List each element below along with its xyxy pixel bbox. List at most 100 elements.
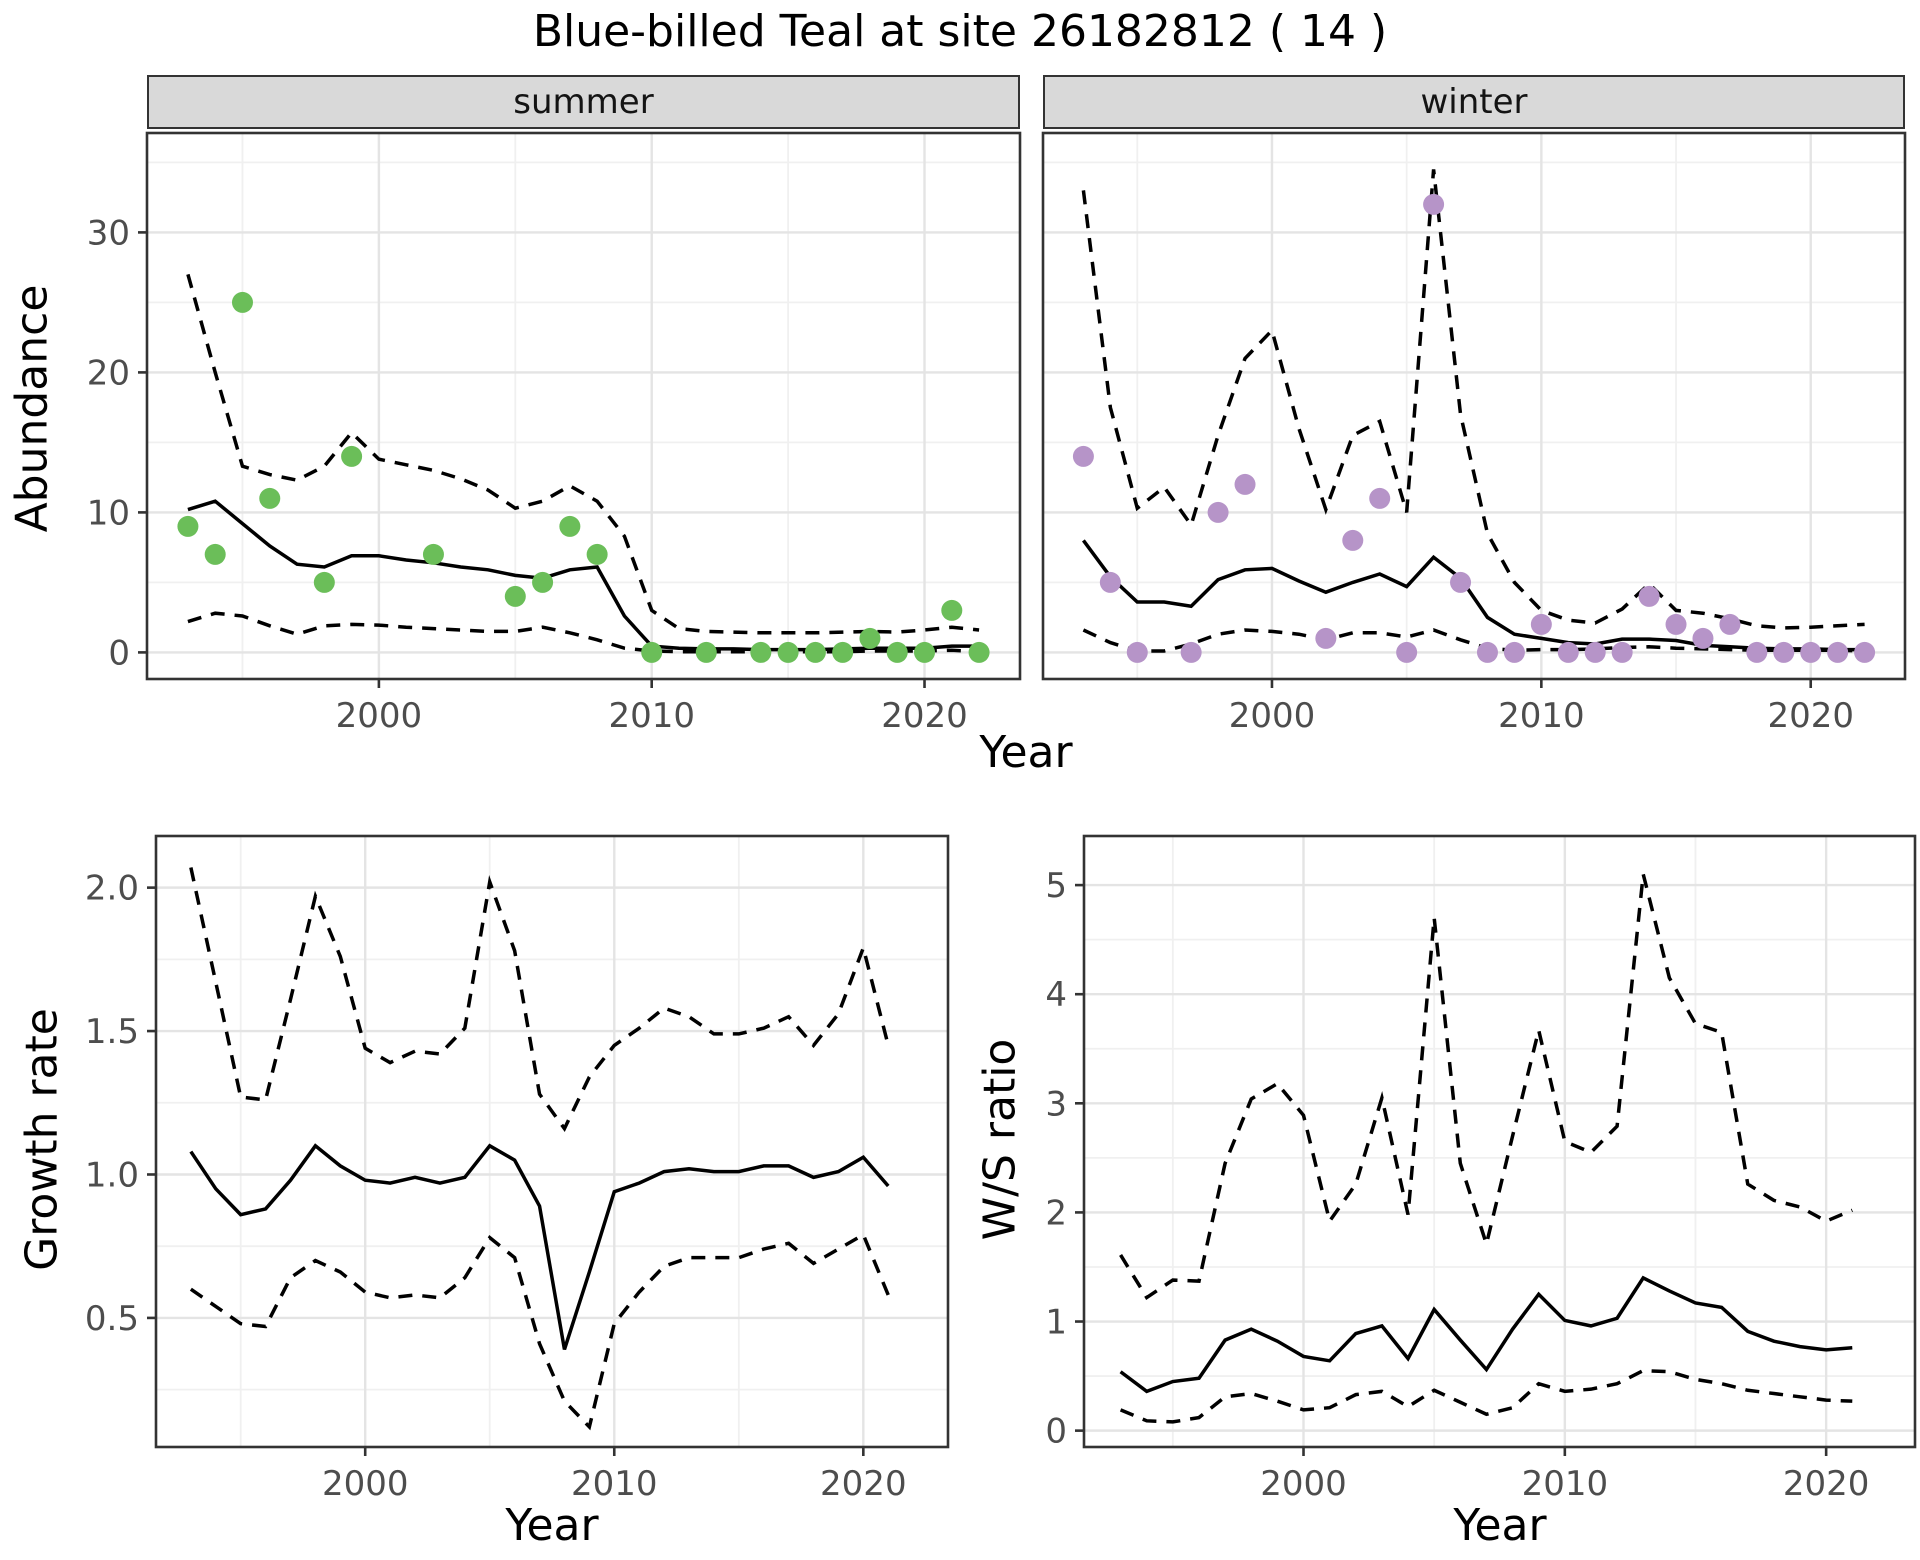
x-tick-label: 2000 (322, 1464, 409, 1504)
data-point (804, 641, 826, 663)
panel-border (1082, 834, 1917, 1449)
panel-background (147, 133, 1020, 679)
facet-strip-winter: winter (1043, 75, 1905, 129)
x-axis-title-year-growth: Year (505, 1500, 599, 1551)
panel-border (154, 834, 950, 1449)
y-tick-label: 20 (87, 353, 130, 393)
data-point (532, 571, 554, 593)
data-point (1450, 571, 1472, 593)
x-tick-label: 2020 (820, 1464, 907, 1504)
data-point (204, 543, 226, 565)
data-point (1584, 641, 1606, 663)
page-title: Blue-billed Teal at site 26182812 ( 14 ) (532, 6, 1388, 57)
data-point (886, 641, 908, 663)
data-point (231, 291, 253, 313)
x-tick-label: 2020 (1767, 696, 1854, 736)
x-tick-label: 2010 (608, 696, 695, 736)
ci-upper-line (1081, 169, 1865, 630)
x-tick-label: 2000 (1229, 696, 1316, 736)
data-point (1773, 641, 1795, 663)
data-point (941, 599, 963, 621)
y-tick-label: 1.5 (85, 1012, 139, 1052)
median-line (189, 1143, 890, 1351)
data-point (1530, 613, 1552, 635)
data-point (641, 641, 663, 663)
data-point (1692, 627, 1714, 649)
y-tick-label: 0 (1045, 1412, 1067, 1452)
y-axis-title-ws-ratio: W/S ratio (974, 1038, 1026, 1241)
data-point (1827, 641, 1849, 663)
data-point (859, 627, 881, 649)
x-axis-title-year-ws: Year (1453, 1500, 1547, 1551)
data-point (1503, 641, 1525, 663)
data-point (1800, 641, 1822, 663)
ci-lower-line (1119, 1368, 1853, 1424)
ci-upper-line (1119, 873, 1853, 1300)
data-point (1180, 641, 1202, 663)
median-line (1081, 539, 1865, 652)
data-point (177, 515, 199, 537)
median-line (1119, 1275, 1853, 1394)
data-point (259, 487, 281, 509)
data-point (341, 445, 363, 467)
x-axis-title-year-top: Year (979, 727, 1073, 778)
x-tick-label: 2010 (571, 1464, 658, 1504)
data-point (1207, 501, 1229, 523)
ci-upper-line (186, 273, 980, 635)
panel-border (145, 131, 1022, 681)
facet-strip-summer: summer (147, 75, 1020, 129)
data-point (914, 641, 936, 663)
data-point (1476, 641, 1498, 663)
data-point (422, 543, 444, 565)
data-point (1369, 487, 1391, 509)
data-point (1638, 585, 1660, 607)
data-point (1342, 529, 1364, 551)
data-point (586, 543, 608, 565)
x-tick-label: 2010 (1522, 1464, 1609, 1504)
data-point (1099, 571, 1121, 593)
panel-background (1043, 133, 1905, 679)
x-tick-label: 2010 (1498, 696, 1585, 736)
x-tick-label: 2020 (1783, 1464, 1870, 1504)
y-tick-label: 30 (87, 213, 130, 253)
y-tick-label: 5 (1045, 866, 1067, 906)
data-point (1611, 641, 1633, 663)
data-point (1854, 641, 1876, 663)
data-point (504, 585, 526, 607)
x-tick-label: 2020 (881, 696, 968, 736)
data-point (1557, 641, 1579, 663)
data-point (1396, 641, 1418, 663)
y-tick-label: 10 (87, 493, 130, 533)
data-point (1719, 613, 1741, 635)
data-point (1665, 613, 1687, 635)
facet-strip-summer-label: summer (513, 82, 654, 122)
data-point (1746, 641, 1768, 663)
data-point (968, 641, 990, 663)
panel-border (1041, 131, 1907, 681)
y-tick-label: 1 (1045, 1303, 1067, 1343)
data-point (777, 641, 799, 663)
data-point (1315, 627, 1337, 649)
x-tick-label: 2000 (336, 696, 423, 736)
y-tick-label: 0 (108, 633, 130, 673)
data-point (695, 641, 717, 663)
panel-background (1084, 836, 1915, 1447)
ci-upper-line (189, 867, 890, 1132)
data-point (559, 515, 581, 537)
x-tick-label: 2000 (1260, 1464, 1347, 1504)
data-point (313, 571, 335, 593)
data-point (1126, 641, 1148, 663)
y-tick-label: 4 (1045, 975, 1067, 1015)
data-point (750, 641, 772, 663)
y-axis-title-growth-rate: Growth rate (16, 1008, 68, 1271)
y-axis-title-abundance: Abundance (6, 284, 58, 533)
facet-strip-winter-label: winter (1420, 82, 1528, 122)
ci-lower-line (189, 1232, 890, 1431)
data-point (1072, 445, 1094, 467)
data-point (1423, 193, 1445, 215)
y-tick-label: 2 (1045, 1193, 1067, 1233)
y-tick-label: 0.5 (85, 1299, 139, 1339)
y-tick-label: 1.0 (85, 1155, 139, 1195)
